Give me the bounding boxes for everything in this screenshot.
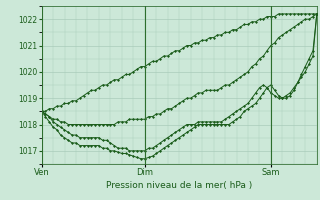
- X-axis label: Pression niveau de la mer( hPa ): Pression niveau de la mer( hPa ): [106, 181, 252, 190]
